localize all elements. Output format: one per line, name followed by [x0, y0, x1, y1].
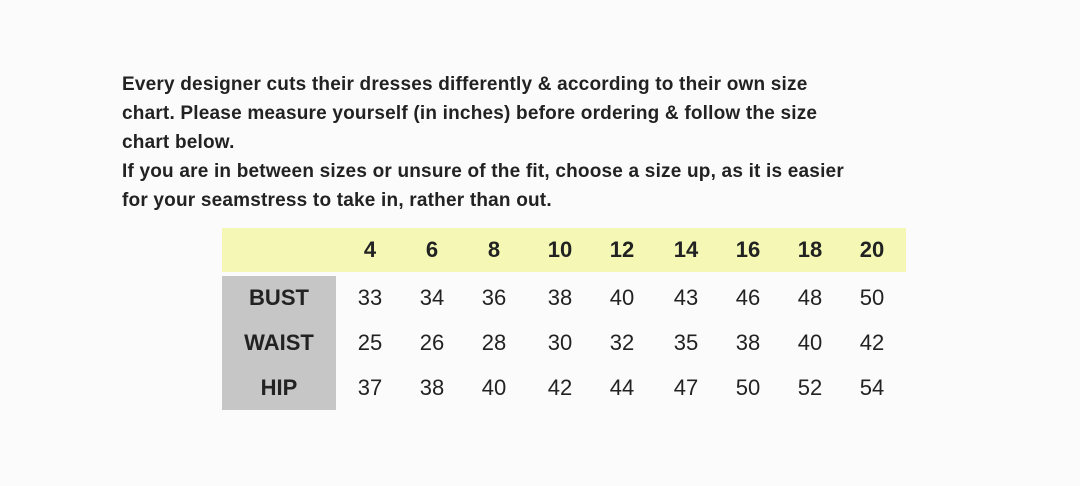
measurement: 40	[797, 330, 823, 355]
measurement: 38	[547, 285, 573, 310]
size-header: 6	[425, 237, 439, 262]
measurement: 50	[859, 285, 885, 310]
measurement: 33	[357, 285, 383, 310]
label-band	[222, 276, 336, 410]
measurement: 44	[609, 375, 635, 400]
size-header: 20	[859, 237, 885, 262]
size-header: 14	[673, 237, 699, 262]
measurement: 26	[419, 330, 445, 355]
intro-line: for your seamstress to take in, rather t…	[122, 190, 552, 211]
measurement: 28	[481, 330, 507, 355]
measurement: 40	[609, 285, 635, 310]
size-header: 10	[547, 237, 573, 262]
measurement: 54	[859, 375, 885, 400]
measurement: 42	[859, 330, 885, 355]
measurement: 42	[547, 375, 573, 400]
intro-line: chart below.	[122, 132, 235, 153]
size-header: 8	[487, 237, 501, 262]
measurement: 37	[357, 375, 383, 400]
measurement: 43	[673, 285, 699, 310]
size-header: 18	[797, 237, 823, 262]
measurement: 25	[357, 330, 383, 355]
measurement: 40	[481, 375, 507, 400]
measurement: 47	[673, 375, 699, 400]
size-header: 12	[609, 237, 635, 262]
measurement: 38	[419, 375, 445, 400]
intro-line: If you are in between sizes or unsure of…	[122, 161, 844, 182]
intro-line: chart. Please measure yourself (in inche…	[122, 103, 818, 124]
measurement: 34	[419, 285, 445, 310]
intro-line: Every designer cuts their dresses differ…	[122, 74, 808, 95]
measurement: 32	[609, 330, 635, 355]
measurement: 46	[735, 285, 761, 310]
row-label: HIP	[260, 375, 298, 400]
row-label: BUST	[249, 285, 309, 310]
measurement: 50	[735, 375, 761, 400]
measurement: 35	[673, 330, 699, 355]
header-band	[222, 228, 906, 272]
size-header: 16	[735, 237, 761, 262]
row-label: WAIST	[244, 330, 314, 355]
size-header: 4	[363, 237, 377, 262]
measurement: 52	[797, 375, 823, 400]
measurement: 48	[797, 285, 823, 310]
measurement: 38	[735, 330, 761, 355]
measurement: 36	[481, 285, 507, 310]
measurement: 30	[547, 330, 573, 355]
